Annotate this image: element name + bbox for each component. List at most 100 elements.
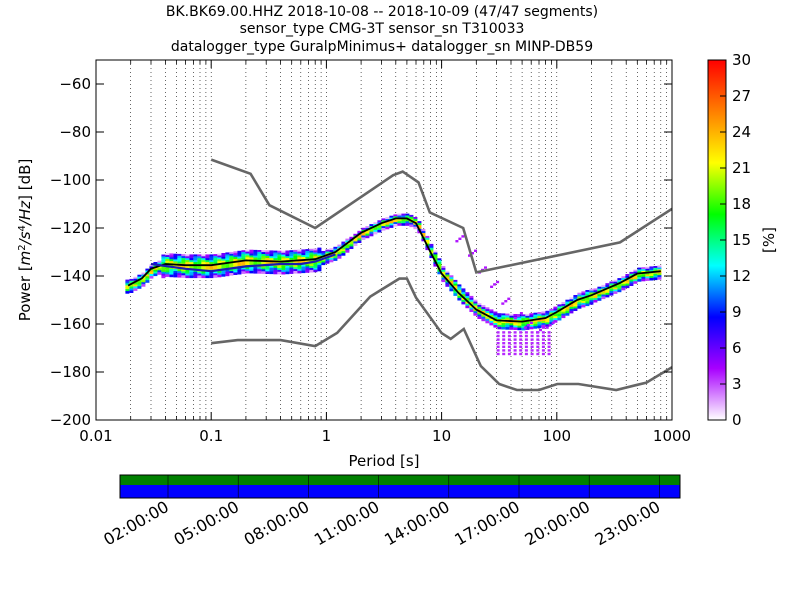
heatmap-cell <box>201 271 206 275</box>
heatmap-cell <box>433 254 438 257</box>
heatmap-cell <box>457 297 462 301</box>
heatmap-cell <box>225 271 230 275</box>
heatmap-outlier-cell <box>507 297 511 300</box>
heatmap-cell <box>301 249 306 252</box>
heatmap-cell <box>377 220 382 223</box>
colorbar-ticks: 0 3 6 9 12 15 18 21 24 27 30 <box>720 51 751 429</box>
heatmap-cell <box>613 279 618 283</box>
heatmap-cell <box>317 268 322 272</box>
heatmap-cell <box>269 254 274 257</box>
heatmap-cell <box>229 251 234 255</box>
heatmap-cell <box>241 271 246 274</box>
heatmap-cell <box>557 316 562 319</box>
heatmap-cell <box>461 292 466 295</box>
heatmap-cell <box>137 284 142 287</box>
heatmap-cell <box>149 264 154 267</box>
heatmap-cell <box>609 289 614 292</box>
heatmap-cell <box>573 295 578 298</box>
heatmap-cell <box>609 283 614 286</box>
heatmap-cell <box>289 257 294 261</box>
heatmap-cell <box>145 276 150 279</box>
heatmap-cell <box>141 284 146 287</box>
heatmap-outlier-cell <box>455 240 459 243</box>
heatmap-cell <box>197 254 202 257</box>
heatmap-cell <box>637 279 642 282</box>
heatmap-cell <box>281 252 286 256</box>
heatmap-cell <box>377 224 382 227</box>
heatmap-cell <box>437 260 442 263</box>
heatmap-cell <box>273 265 278 269</box>
heatmap-cell <box>313 262 318 265</box>
heatmap-cell <box>201 273 206 277</box>
heatmap-cell <box>565 301 570 305</box>
heatmap-cell <box>165 266 170 270</box>
heatmap-cell <box>217 261 222 264</box>
heatmap-cell <box>261 250 266 253</box>
heatmap-cell <box>357 238 362 241</box>
heatmap-cell <box>553 318 558 321</box>
heatmap-cell <box>625 283 630 287</box>
x-axis-ticks: 0.01 0.1 1 10 100 1000 <box>79 60 691 445</box>
heatmap-cell <box>473 303 478 307</box>
heatmap-cell <box>477 304 482 308</box>
heatmap-cell <box>129 278 134 282</box>
heatmap-cell <box>285 258 290 261</box>
heatmap-cell <box>653 277 658 281</box>
heatmap-cell <box>249 267 254 270</box>
heatmap-cell <box>601 292 606 296</box>
heatmap-outlier-cell <box>530 331 534 334</box>
heatmap-cell <box>597 288 602 292</box>
heatmap-cell <box>245 268 250 272</box>
heatmap-cell <box>189 262 194 265</box>
heatmap-cell <box>537 325 542 329</box>
coverage-gap-strip <box>120 475 680 485</box>
heatmap-cell <box>169 272 174 276</box>
heatmap-cell <box>593 299 598 303</box>
heatmap-cell <box>425 247 430 251</box>
heatmap-cell <box>625 274 630 277</box>
heatmap-cell <box>585 301 590 305</box>
heatmap-cell <box>253 267 258 270</box>
heatmap-cell <box>529 315 534 318</box>
heatmap-cell <box>481 307 486 310</box>
heatmap-cell <box>613 291 618 294</box>
heatmap-cell <box>225 254 230 257</box>
heatmap-cell <box>177 275 182 278</box>
heatmap-cell <box>497 313 502 316</box>
heatmap-cell <box>533 324 538 327</box>
heatmap-cell <box>397 219 402 222</box>
heatmap-outlier-cell <box>496 331 500 334</box>
heatmap-cell <box>349 246 354 249</box>
heatmap-cell <box>645 276 650 279</box>
heatmap-cell <box>289 267 294 271</box>
heatmap-cell <box>533 322 538 325</box>
heatmap-cell <box>305 264 310 267</box>
heatmap-cell <box>125 285 130 288</box>
heatmap-cell <box>501 326 506 330</box>
heatmap-cell <box>641 274 646 278</box>
heatmap-cell <box>649 274 654 277</box>
heatmap-cell <box>525 313 530 317</box>
heatmap-cell <box>489 311 494 314</box>
heatmap-cell <box>273 256 278 259</box>
heatmap-cell <box>385 220 390 224</box>
heatmap-cell <box>557 312 562 315</box>
heatmap-cell <box>605 283 610 286</box>
heatmap-cell <box>205 271 210 275</box>
heatmap-cell <box>281 268 286 271</box>
heatmap-outlier-cell <box>547 345 551 348</box>
heatmap-cell <box>189 275 194 279</box>
heatmap-cell <box>441 266 446 269</box>
heatmap-outlier-cell <box>519 312 523 315</box>
heatmap-cell <box>173 271 178 274</box>
heatmap-cell <box>245 257 250 260</box>
title-line-1: BK.BK69.00.HHZ 2018-10-08 -- 2018-10-09 … <box>166 4 598 20</box>
heatmap-cell <box>189 254 194 257</box>
heatmap-cell <box>569 308 574 312</box>
colorbar-label: [%] <box>760 227 778 253</box>
heatmap-cell <box>453 285 458 289</box>
heatmap-cell <box>581 293 586 296</box>
heatmap-cell <box>161 266 166 269</box>
heatmap-cell <box>625 285 630 289</box>
heatmap-cell <box>229 259 234 263</box>
